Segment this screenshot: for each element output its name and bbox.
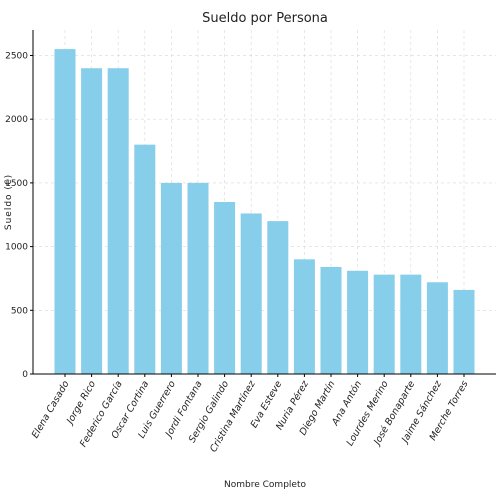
y-tick-label: 0 xyxy=(22,370,28,380)
bars xyxy=(54,49,475,374)
bar xyxy=(54,49,76,374)
y-axis-label: Sueldo (€) xyxy=(4,174,14,230)
bar xyxy=(347,270,369,374)
bar xyxy=(426,282,448,374)
x-tick-label: Elena Casado xyxy=(30,379,72,440)
chart-title: Sueldo por Persona xyxy=(202,11,328,26)
bar xyxy=(187,182,209,374)
bar xyxy=(293,259,315,374)
y-tick-label: 2500 xyxy=(5,51,28,61)
axes xyxy=(30,30,496,377)
y-tick-label: 500 xyxy=(11,306,28,316)
bar xyxy=(240,213,262,374)
bar xyxy=(107,68,129,374)
bar xyxy=(453,289,475,374)
bar xyxy=(320,266,342,374)
y-tick-label: 2000 xyxy=(5,115,28,125)
x-axis-label: Nombre Completo xyxy=(224,480,306,490)
bar xyxy=(134,144,156,374)
bar xyxy=(81,68,103,374)
bar xyxy=(214,202,236,374)
y-tick-label: 1500 xyxy=(5,179,28,189)
y-tick-label: 1000 xyxy=(5,243,28,253)
grid-layer xyxy=(33,30,496,375)
bar xyxy=(267,221,289,374)
bar xyxy=(400,274,422,374)
bar xyxy=(160,182,182,374)
bar xyxy=(373,274,395,374)
